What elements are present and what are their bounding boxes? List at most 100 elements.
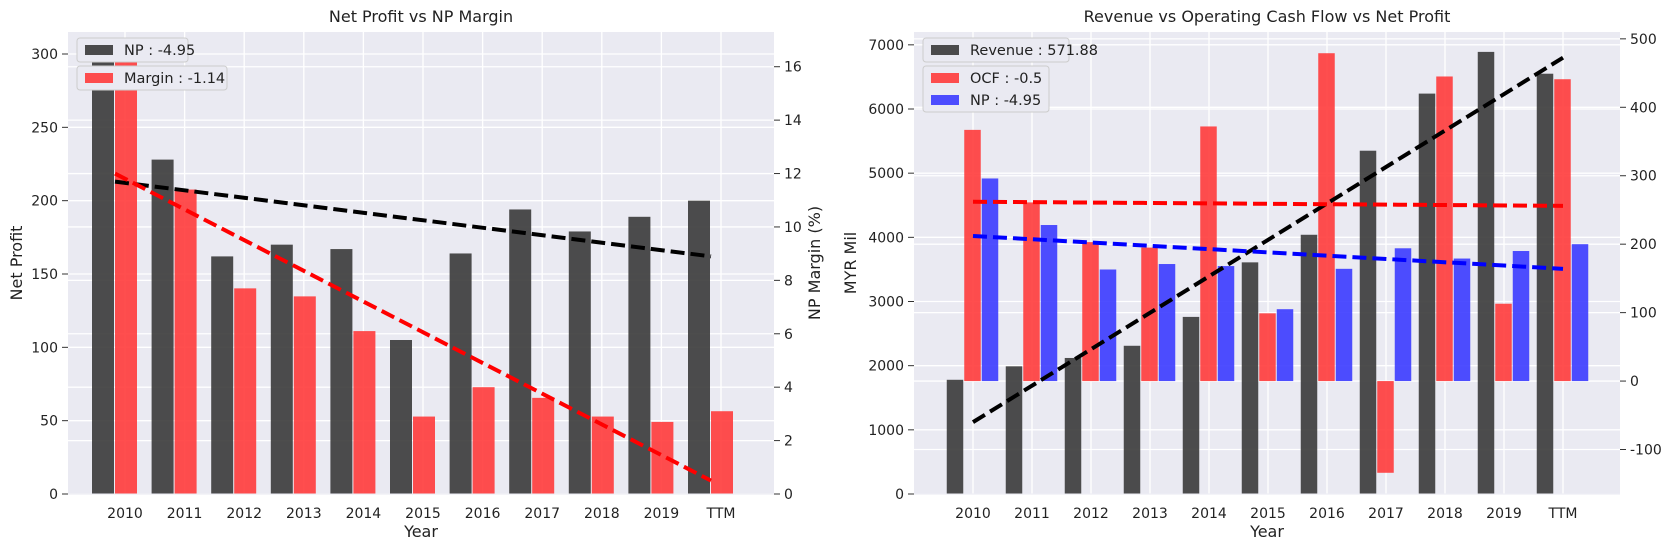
bar xyxy=(1512,251,1530,382)
x-tick-label: TTM xyxy=(1548,506,1578,522)
bar xyxy=(1123,345,1141,494)
x-tick-label: 2017 xyxy=(1368,506,1404,522)
trend-line xyxy=(114,179,712,259)
y-tick-label: 300 xyxy=(31,47,58,63)
bar xyxy=(1158,264,1176,382)
bar xyxy=(1571,244,1589,382)
y-tick-label: 0 xyxy=(49,487,58,503)
bar xyxy=(92,54,114,494)
bar xyxy=(270,244,293,494)
legend-label-np: NP : -4.95 xyxy=(124,43,195,59)
x-tick-label: 2012 xyxy=(226,506,262,522)
chart-title: Revenue vs Operating Cash Flow vs Net Pr… xyxy=(1084,7,1451,26)
x-tick-label: 2011 xyxy=(167,506,203,522)
bar xyxy=(174,189,197,494)
x-tick-label: TTM xyxy=(706,506,736,522)
bar xyxy=(651,421,674,494)
chart-net-profit-vs-margin: 0 50 100 150 200 250 300 0 2 4 6 8 10 12 14 16 2010 2011 2… xyxy=(7,7,824,541)
y-right-tick-label: 12 xyxy=(784,167,802,183)
bar xyxy=(1335,268,1353,382)
y-right-tick-label: 100 xyxy=(1630,306,1657,322)
bar xyxy=(1040,225,1058,382)
bar xyxy=(1318,53,1335,382)
bar xyxy=(628,216,651,495)
bar xyxy=(1005,366,1023,494)
trend-line xyxy=(972,199,1564,208)
bar xyxy=(1241,262,1259,494)
y-right-tick-label: 10 xyxy=(784,220,802,236)
y-tick-label: 0 xyxy=(895,487,904,503)
bar xyxy=(688,200,710,494)
y-tick-label: 5000 xyxy=(868,166,904,182)
bar xyxy=(509,209,532,494)
bar xyxy=(532,397,555,494)
x-tick-label: 2013 xyxy=(286,506,322,522)
bar xyxy=(964,129,981,382)
bar xyxy=(1023,202,1040,382)
trend-line xyxy=(114,171,712,483)
y-right-tick-label: 0 xyxy=(784,487,793,503)
bar xyxy=(1377,381,1394,473)
y-tick-label: 200 xyxy=(31,194,58,210)
y-right-tick-label: 2 xyxy=(784,434,793,450)
legend-swatch-margin xyxy=(85,73,113,83)
y-tick-label: 6000 xyxy=(868,102,904,118)
x-tick-label: 2011 xyxy=(1014,506,1050,522)
y-right-tick-label: 6 xyxy=(784,327,793,343)
bar xyxy=(413,416,435,494)
legend-box xyxy=(76,37,189,63)
x-tick-label: 2015 xyxy=(405,506,441,522)
bar xyxy=(1359,150,1377,495)
trend-line xyxy=(971,55,1565,424)
bar xyxy=(1554,79,1571,382)
y-right-tick-label: 300 xyxy=(1630,169,1657,185)
y-tick-label: 4000 xyxy=(868,230,904,246)
bar xyxy=(946,379,964,494)
x-tick-label: 2018 xyxy=(584,506,620,522)
legend-swatch-ocf xyxy=(931,73,959,83)
bar xyxy=(1217,266,1235,382)
y-tick-label: 2000 xyxy=(868,359,904,375)
bar xyxy=(1477,51,1495,495)
y-axis-right-label: NP Margin (%) xyxy=(805,206,824,320)
bar xyxy=(1259,313,1276,382)
bar xyxy=(1099,269,1117,382)
y-tick-label: 50 xyxy=(40,414,58,430)
y-right-tick-label: 500 xyxy=(1630,32,1657,48)
legend-label-np: NP : -4.95 xyxy=(970,93,1041,109)
y-right-tick-label: -100 xyxy=(1630,443,1662,459)
legend-box xyxy=(76,65,228,91)
x-tick-label: 2014 xyxy=(1191,506,1227,522)
legend-label-revenue: Revenue : 571.88 xyxy=(970,43,1098,59)
bar xyxy=(330,249,353,494)
bar xyxy=(1276,309,1294,382)
x-tick-label: 2017 xyxy=(524,506,560,522)
bar xyxy=(115,56,137,495)
x-axis-label: Year xyxy=(1249,522,1284,541)
bar xyxy=(1200,126,1217,382)
x-tick-label: 2019 xyxy=(1486,506,1522,522)
bar xyxy=(1300,234,1318,494)
bar xyxy=(711,411,733,494)
bar xyxy=(353,331,376,494)
y-right-tick-label: 4 xyxy=(784,380,793,396)
bar xyxy=(151,159,174,494)
y-tick-label: 100 xyxy=(31,340,58,356)
bar xyxy=(1436,76,1453,382)
y-tick-label: 3000 xyxy=(868,295,904,311)
bar xyxy=(472,387,495,494)
trend-line xyxy=(972,233,1564,271)
y-right-tick-label: 400 xyxy=(1630,100,1657,116)
y-tick-label: 7000 xyxy=(868,38,904,54)
bar xyxy=(591,416,614,494)
x-tick-label: 2016 xyxy=(465,506,501,522)
y-tick-label: 250 xyxy=(31,120,58,136)
y-right-tick-label: 200 xyxy=(1630,237,1657,253)
bar xyxy=(293,296,316,494)
chart-title: Net Profit vs NP Margin xyxy=(329,7,513,26)
y-tick-label: 150 xyxy=(31,267,58,283)
bar xyxy=(568,231,591,494)
x-axis-label: Year xyxy=(403,522,438,541)
legend-box xyxy=(922,37,1070,63)
